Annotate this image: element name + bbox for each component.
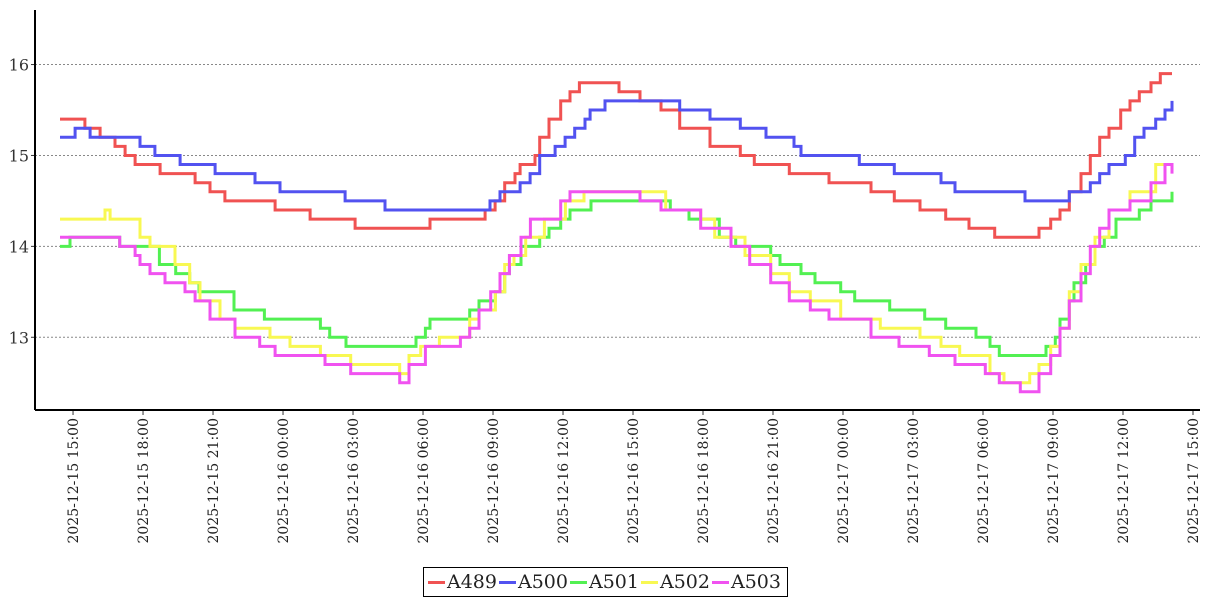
x-tick-label: 2025-12-16 12:00 [556,418,572,544]
x-tick-label: 2025-12-16 06:00 [416,418,432,544]
x-tick-label: 2025-12-15 18:00 [136,418,152,544]
x-tick-label: 2025-12-17 15:00 [1186,418,1202,544]
legend-label: A502 [660,571,710,593]
x-tick-label: 2025-12-17 03:00 [906,418,922,544]
y-tick-label: 13 [9,328,29,347]
legend: A489 A500 A501 A502 A503 [423,567,788,597]
legend-label: A500 [518,571,568,593]
y-tick-label: 16 [9,56,29,75]
legend-item-a500: A500 [499,571,568,593]
x-tick-label: 2025-12-17 12:00 [1116,418,1132,544]
x-tick-label: 2025-12-17 06:00 [976,418,992,544]
series-line-a501 [60,191,1174,357]
legend-swatch [641,580,658,584]
legend-swatch [428,580,445,584]
x-tick-label: 2025-12-15 15:00 [66,418,82,544]
series-line-a500 [60,99,1174,212]
x-tick-label: 2025-12-15 21:00 [206,418,222,544]
legend-label: A503 [731,571,781,593]
legend-swatch [570,580,587,584]
x-tick-label: 2025-12-16 03:00 [346,418,362,544]
x-tick-label: 2025-12-16 21:00 [766,418,782,544]
legend-swatch [712,580,729,584]
legend-label: A501 [589,571,639,593]
x-tick-label: 2025-12-17 09:00 [1046,418,1062,544]
legend-item-a503: A503 [712,571,781,593]
x-tick-label: 2025-12-17 00:00 [836,418,852,544]
x-tick-label: 2025-12-16 09:00 [486,418,502,544]
legend-label: A489 [447,571,497,593]
legend-item-a501: A501 [570,571,639,593]
series-line-a503 [60,163,1174,394]
series-line-a502 [60,163,1172,385]
x-tick-label: 2025-12-16 15:00 [626,418,642,544]
legend-swatch [499,580,516,584]
legend-item-a489: A489 [428,571,497,593]
y-tick-label: 14 [9,237,29,256]
legend-item-a502: A502 [641,571,710,593]
x-tick-label: 2025-12-16 00:00 [276,418,292,544]
x-tick-label: 2025-12-16 18:00 [696,418,712,544]
y-tick-label: 15 [9,146,29,165]
